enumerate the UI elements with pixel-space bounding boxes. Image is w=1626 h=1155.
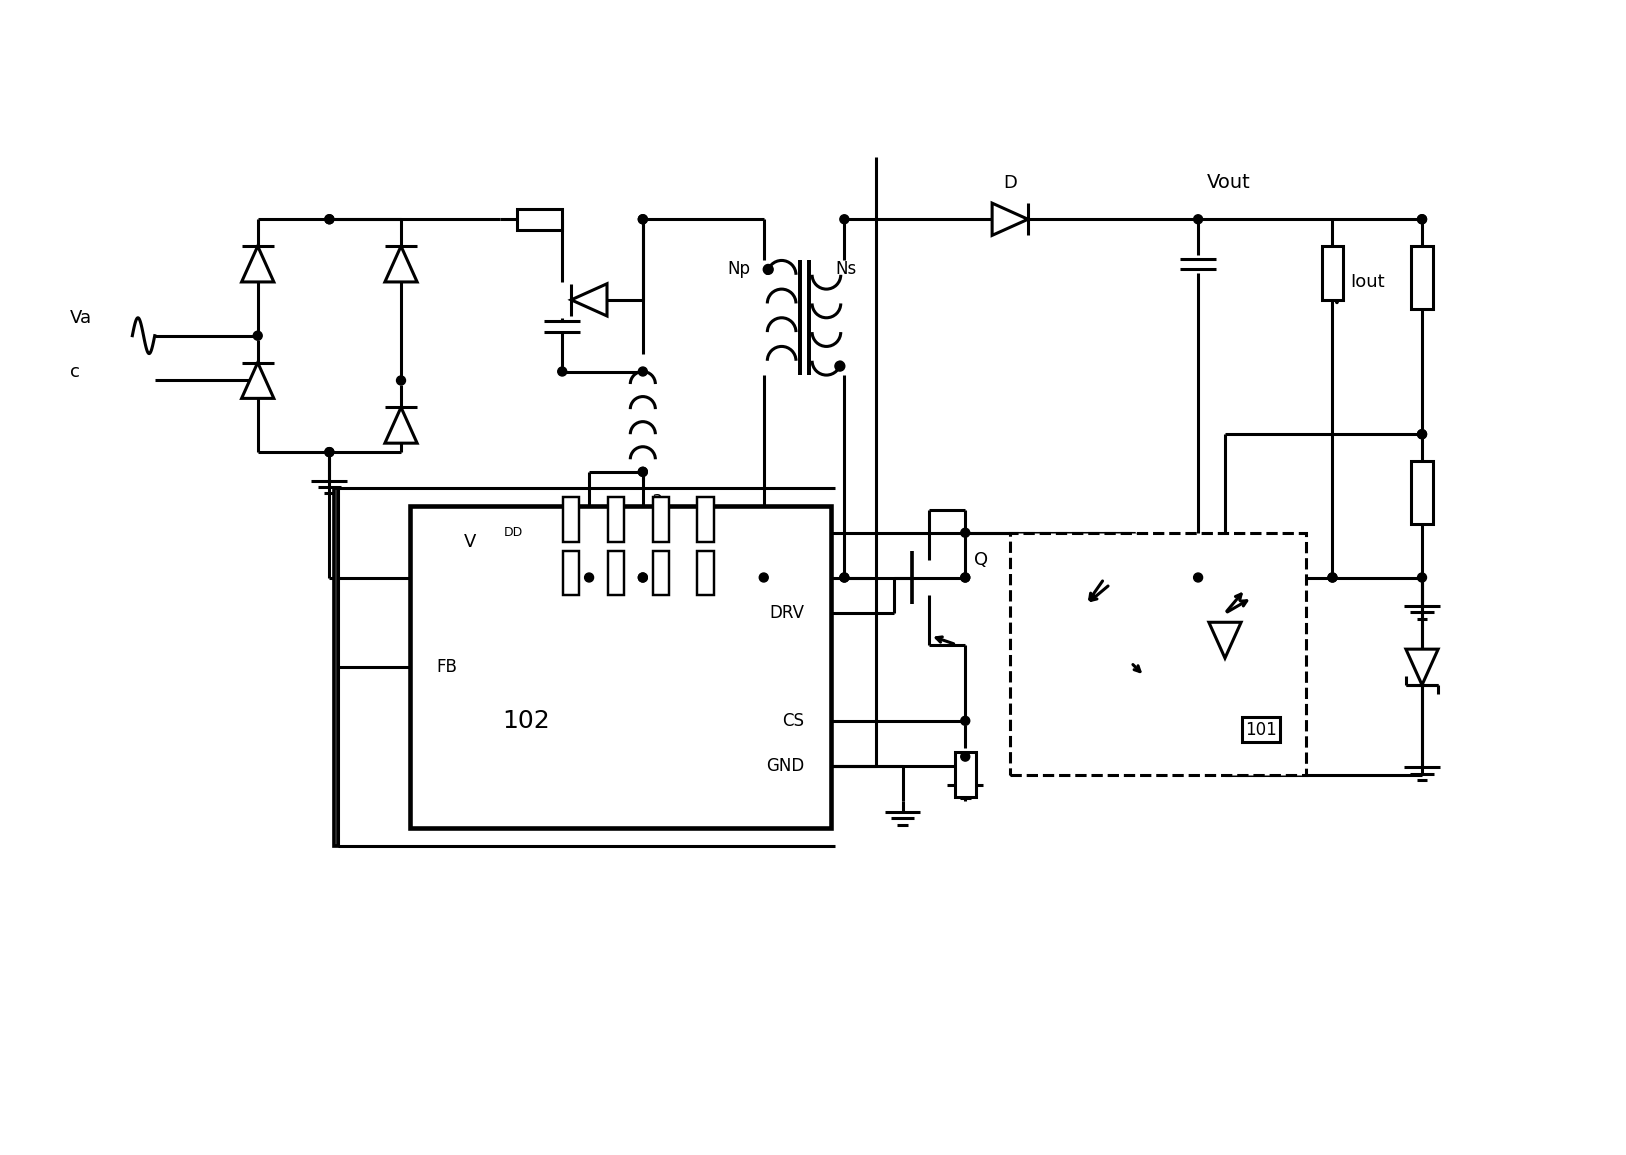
Text: Va: Va xyxy=(70,308,91,327)
Bar xyxy=(1411,461,1433,523)
Circle shape xyxy=(639,468,647,476)
Text: DRV: DRV xyxy=(769,604,803,623)
Bar xyxy=(698,551,714,596)
Text: FB: FB xyxy=(437,658,457,676)
Bar xyxy=(652,497,668,542)
Circle shape xyxy=(834,362,846,371)
Text: CS: CS xyxy=(782,711,803,730)
Text: c: c xyxy=(70,363,80,380)
Bar xyxy=(410,506,831,828)
Circle shape xyxy=(639,215,647,224)
Circle shape xyxy=(254,331,262,341)
Text: DD: DD xyxy=(504,527,524,539)
Bar xyxy=(1411,246,1433,308)
Text: Vout: Vout xyxy=(1206,173,1250,193)
Text: M: M xyxy=(1015,566,1026,580)
Text: V: V xyxy=(463,532,476,551)
Circle shape xyxy=(763,264,772,275)
Text: D: D xyxy=(1003,174,1016,193)
Text: Iout: Iout xyxy=(1350,273,1385,291)
Bar xyxy=(563,497,579,542)
Circle shape xyxy=(1418,430,1426,439)
Text: 101: 101 xyxy=(1246,721,1276,739)
Circle shape xyxy=(639,573,647,582)
Circle shape xyxy=(639,573,647,582)
Bar xyxy=(563,551,579,596)
Circle shape xyxy=(325,448,333,456)
Bar xyxy=(698,497,714,542)
Circle shape xyxy=(639,468,647,476)
Polygon shape xyxy=(992,203,1028,236)
Polygon shape xyxy=(571,284,606,316)
Circle shape xyxy=(325,215,333,224)
Circle shape xyxy=(841,573,849,582)
Bar xyxy=(1322,246,1343,300)
Polygon shape xyxy=(242,246,273,282)
Circle shape xyxy=(1328,573,1337,582)
Text: Ns: Ns xyxy=(836,260,857,278)
Bar xyxy=(608,497,624,542)
Circle shape xyxy=(639,215,647,224)
Polygon shape xyxy=(385,408,418,444)
Circle shape xyxy=(841,215,849,224)
Bar xyxy=(954,752,976,797)
Polygon shape xyxy=(385,246,418,282)
Circle shape xyxy=(961,573,969,582)
Circle shape xyxy=(1328,573,1337,582)
Bar xyxy=(608,551,624,596)
Text: Q: Q xyxy=(974,551,989,568)
Circle shape xyxy=(585,573,593,582)
Circle shape xyxy=(1193,573,1203,582)
Circle shape xyxy=(961,573,969,582)
Polygon shape xyxy=(1406,649,1437,685)
Polygon shape xyxy=(1208,623,1241,658)
Circle shape xyxy=(1193,215,1203,224)
Circle shape xyxy=(1418,215,1426,224)
Circle shape xyxy=(759,573,767,582)
Circle shape xyxy=(639,367,647,377)
Circle shape xyxy=(841,573,849,582)
Circle shape xyxy=(325,215,333,224)
Polygon shape xyxy=(242,363,273,398)
Bar xyxy=(652,551,668,596)
Circle shape xyxy=(961,716,969,725)
Circle shape xyxy=(961,528,969,537)
Circle shape xyxy=(1418,430,1426,439)
Circle shape xyxy=(397,377,405,385)
Circle shape xyxy=(325,448,333,456)
Text: GND: GND xyxy=(766,757,803,775)
Circle shape xyxy=(1418,215,1426,224)
Bar xyxy=(1010,532,1306,775)
Bar xyxy=(333,487,338,847)
Bar xyxy=(517,209,563,230)
Text: Np: Np xyxy=(727,260,750,278)
Circle shape xyxy=(1418,573,1426,582)
Text: 102: 102 xyxy=(502,709,550,732)
Circle shape xyxy=(558,367,567,377)
Circle shape xyxy=(961,752,969,761)
Text: a: a xyxy=(652,490,663,508)
